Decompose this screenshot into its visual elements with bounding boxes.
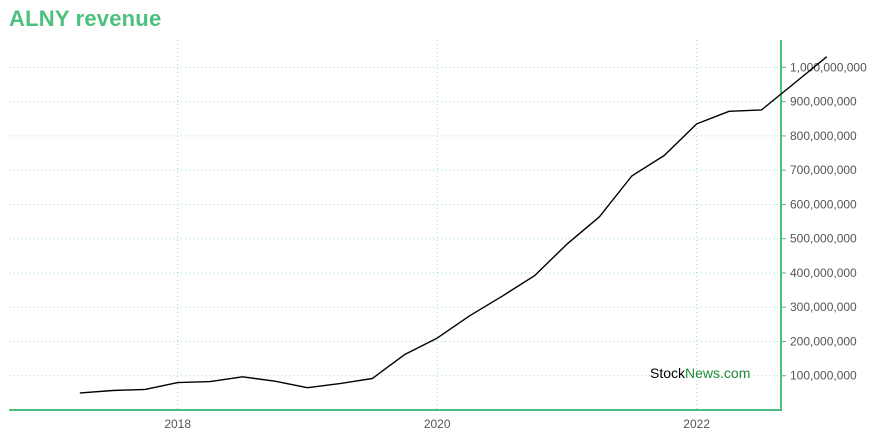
y-tick-label: 400,000,000 xyxy=(790,266,857,280)
watermark-news: News.com xyxy=(685,365,751,381)
y-tick-label: 1,000,000,000 xyxy=(790,60,867,74)
revenue-series-line xyxy=(79,56,828,394)
y-tick-label: 100,000,000 xyxy=(790,369,857,383)
tick-labels: 100,000,000 200,000,000 300,000,000 400,000… xyxy=(164,60,867,431)
x-tick-label: 2022 xyxy=(683,417,710,431)
y-tick-label: 600,000,000 xyxy=(790,197,857,211)
axes xyxy=(9,40,786,411)
watermark-stock: Stock xyxy=(650,365,686,381)
y-tick-label: 700,000,000 xyxy=(790,163,857,177)
y-tick-label: 300,000,000 xyxy=(790,300,857,314)
chart-title: ALNY revenue xyxy=(9,6,162,31)
x-tick-label: 2020 xyxy=(424,417,451,431)
stocknews-watermark: StockNews.com xyxy=(650,365,750,381)
y-tick-label: 800,000,000 xyxy=(790,129,857,143)
series-layer xyxy=(79,56,828,394)
grid-lines xyxy=(9,40,781,410)
x-tick-label: 2018 xyxy=(164,417,191,431)
y-tick-label: 200,000,000 xyxy=(790,334,857,348)
y-tick-label: 500,000,000 xyxy=(790,232,857,246)
y-tick-label: 900,000,000 xyxy=(790,95,857,109)
